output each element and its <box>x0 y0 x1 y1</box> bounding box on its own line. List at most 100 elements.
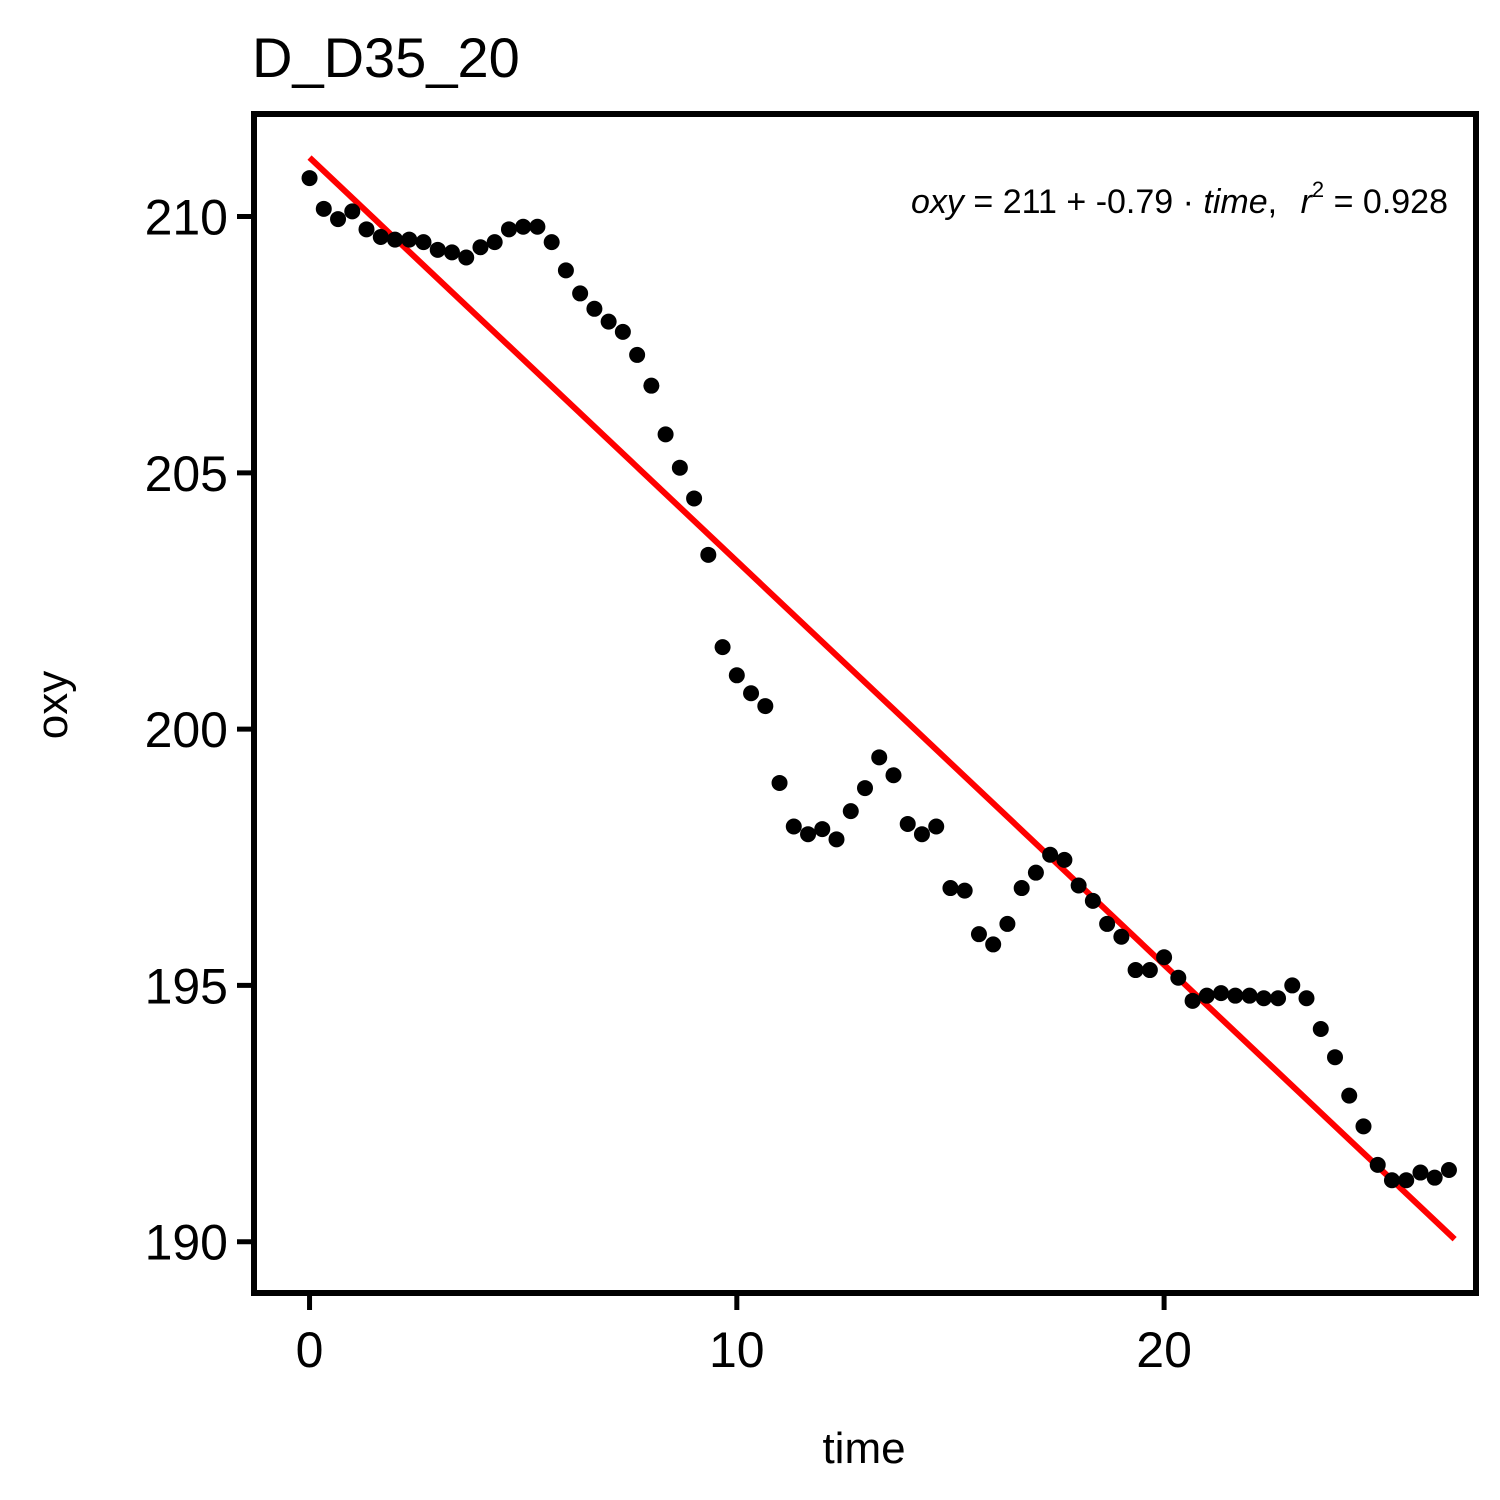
data-point <box>458 249 475 266</box>
data-point <box>686 490 703 507</box>
data-point <box>1426 1169 1443 1186</box>
data-point <box>429 241 446 258</box>
points-layer <box>301 170 1457 1189</box>
data-point <box>928 818 945 835</box>
data-point <box>1170 969 1187 986</box>
data-point <box>1270 990 1287 1007</box>
data-point <box>1341 1087 1358 1104</box>
data-point <box>1127 962 1144 979</box>
data-point <box>1227 987 1244 1004</box>
eq-r-equals-sign: = <box>1334 183 1354 221</box>
data-point <box>1241 987 1258 1004</box>
data-point <box>956 882 973 899</box>
eq-var-x: time <box>1203 183 1267 221</box>
data-point <box>472 239 489 256</box>
data-point <box>1284 977 1301 994</box>
data-point <box>1184 992 1201 1009</box>
data-point <box>486 234 503 251</box>
data-point <box>515 218 532 235</box>
eq-r-label: r <box>1301 183 1314 221</box>
data-point <box>1070 877 1087 894</box>
y-axis: 190 195 200 205 210 <box>145 190 254 1271</box>
data-point <box>757 698 774 715</box>
data-point <box>1056 851 1073 868</box>
x-axis-title: time <box>822 1424 905 1473</box>
eq-plus-sign: + <box>1066 183 1086 221</box>
data-point <box>600 313 617 330</box>
y-tick-label: 195 <box>145 958 228 1014</box>
data-point <box>771 774 788 791</box>
regression-line <box>307 155 1457 1242</box>
data-point <box>301 170 318 187</box>
data-point <box>700 546 717 563</box>
data-point <box>1312 1021 1329 1038</box>
data-point <box>330 211 347 228</box>
data-point <box>1383 1172 1400 1189</box>
eq-var-y: oxy <box>911 183 966 221</box>
data-point <box>344 203 361 220</box>
eq-r-exponent: 2 <box>1312 177 1324 202</box>
eq-dot: · <box>1183 183 1194 221</box>
data-point <box>743 685 760 702</box>
data-point <box>1369 1156 1386 1173</box>
data-point <box>828 831 845 848</box>
data-point <box>1156 949 1173 966</box>
data-point <box>586 300 603 317</box>
data-point <box>1027 864 1044 881</box>
data-point <box>1327 1049 1343 1066</box>
data-point <box>814 821 831 838</box>
data-point <box>529 218 546 235</box>
plot-panel-border <box>251 111 1479 1296</box>
data-point <box>1013 880 1030 897</box>
data-point <box>657 426 674 443</box>
x-tick-label: 20 <box>1136 1322 1192 1378</box>
eq-slope: -0.79 <box>1096 183 1174 221</box>
data-point <box>372 229 389 246</box>
data-point <box>1412 1164 1429 1181</box>
data-point <box>1255 990 1272 1007</box>
x-tick-label: 10 <box>709 1322 765 1378</box>
data-point <box>1298 990 1315 1007</box>
regression-equation: oxy = 211 + -0.79 · time, r2 = 0.928 <box>911 167 1448 221</box>
eq-equals-sign: = <box>973 183 993 221</box>
chart-title: D_D35_20 <box>252 26 520 89</box>
data-point <box>942 880 959 897</box>
data-point <box>970 926 987 943</box>
data-point <box>1099 915 1116 932</box>
y-tick-label: 190 <box>145 1215 228 1271</box>
data-point <box>885 767 902 784</box>
data-point <box>614 323 631 340</box>
data-point <box>572 285 589 302</box>
y-tick-label: 205 <box>145 446 228 502</box>
data-point <box>1355 1118 1372 1135</box>
data-point <box>1042 846 1059 863</box>
data-point <box>387 231 403 248</box>
data-point <box>871 749 888 766</box>
data-point <box>415 234 432 251</box>
data-point <box>1398 1172 1415 1189</box>
eq-comma: , <box>1268 183 1277 221</box>
data-point <box>985 936 1002 953</box>
data-point <box>1440 1161 1457 1178</box>
data-point <box>1213 985 1230 1002</box>
data-point <box>1113 928 1130 945</box>
eq-intercept: 211 <box>1003 183 1057 221</box>
fit-layer <box>307 155 1457 1242</box>
data-point <box>315 200 332 217</box>
data-point <box>1141 962 1158 979</box>
data-point <box>543 234 560 251</box>
data-point <box>913 826 930 843</box>
data-point <box>557 262 574 279</box>
data-point <box>857 780 873 797</box>
data-point <box>1198 987 1215 1004</box>
data-point <box>842 803 859 820</box>
data-point <box>800 826 817 843</box>
data-point <box>1084 892 1101 909</box>
data-point <box>728 667 745 684</box>
data-point <box>714 639 731 656</box>
y-tick-label: 210 <box>145 190 228 246</box>
data-point <box>785 818 802 835</box>
data-point <box>358 221 375 238</box>
y-tick-label: 200 <box>145 702 228 758</box>
